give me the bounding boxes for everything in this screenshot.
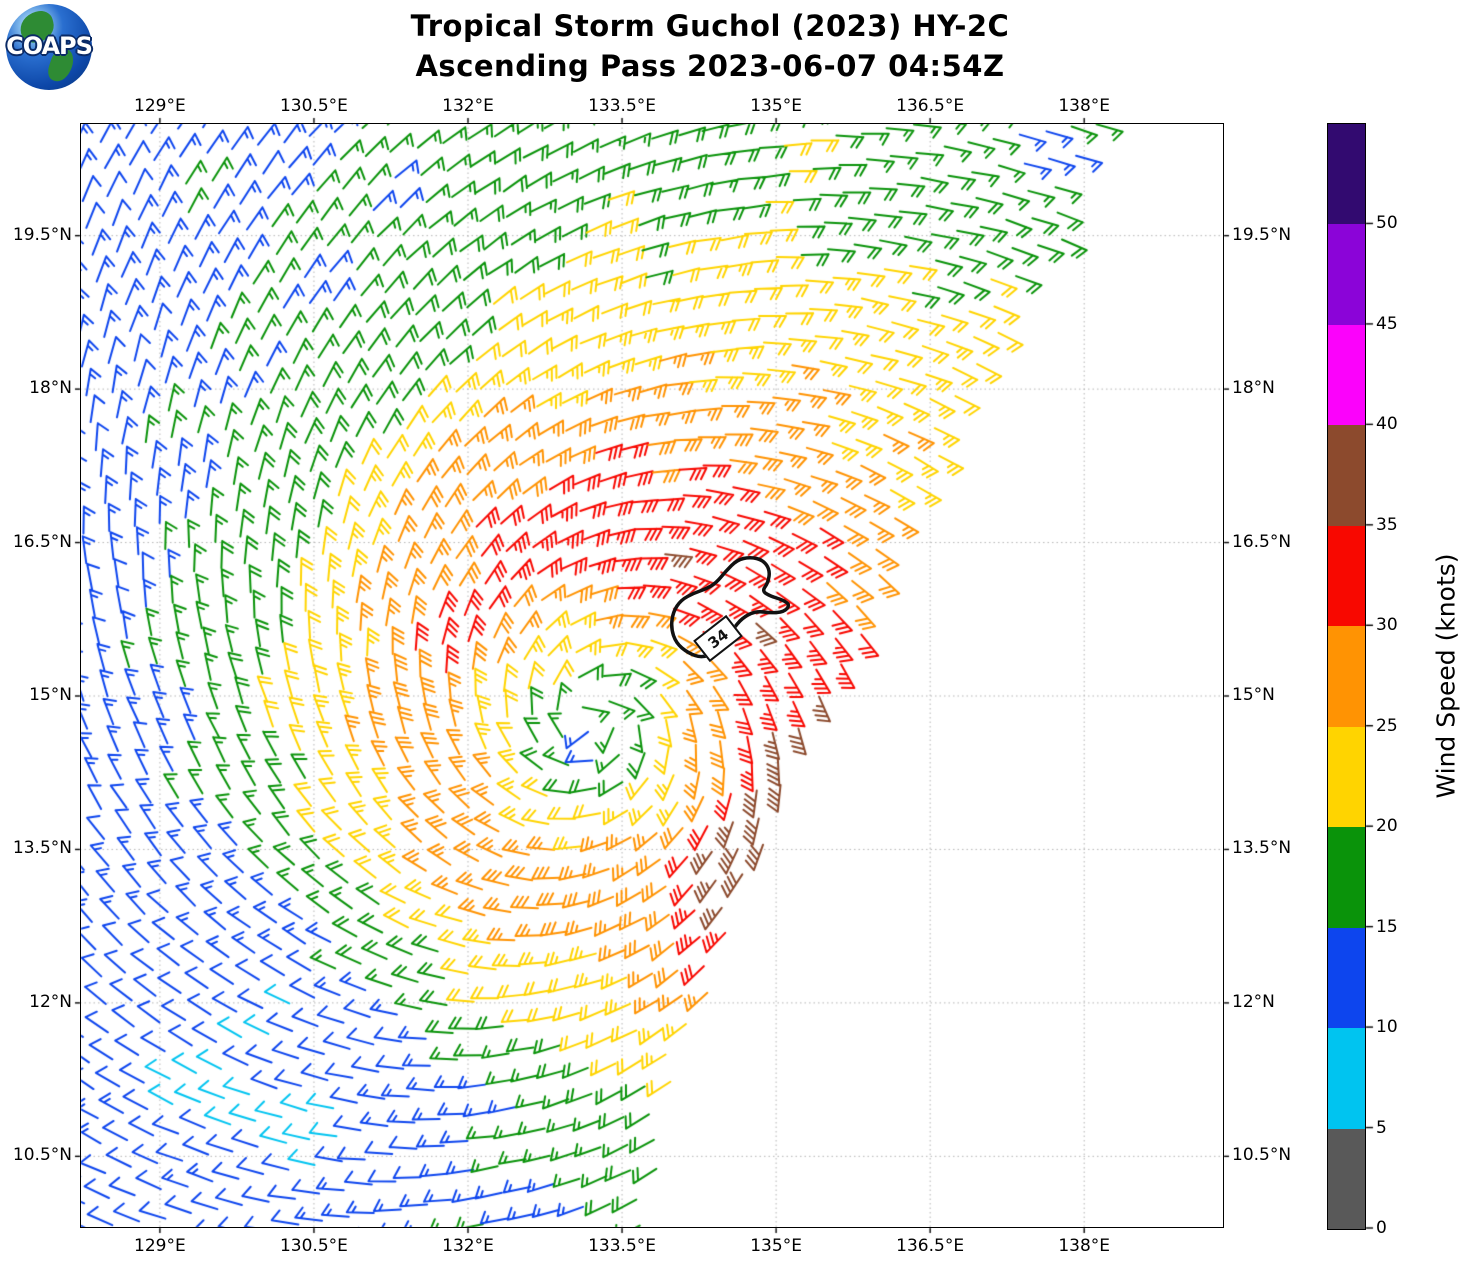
wind-speed-colorbar [1327, 123, 1366, 1230]
globe-icon [6, 4, 92, 90]
x-tick-label-bottom: 132°E [442, 1236, 494, 1256]
colorbar-bin-0-5 [1328, 1128, 1365, 1229]
colorbar-tick-label: 45 [1376, 313, 1398, 334]
x-tick-label-top: 130.5°E [279, 96, 348, 116]
colorbar-bin-25-30 [1328, 626, 1365, 727]
x-tick-label-bottom: 136.5°E [896, 1236, 965, 1256]
y-tick-label-right: 19.5°N [1232, 224, 1292, 245]
title-line-1: Tropical Storm Guchol (2023) HY-2C [410, 9, 1010, 43]
colorbar-bin-35-40 [1328, 425, 1365, 526]
x-tick-label-top: 129°E [134, 96, 186, 116]
coaps-logo-text: COAPS [6, 32, 93, 60]
colorbar-tick-label: 40 [1376, 414, 1398, 435]
coaps-logo: COAPS [6, 4, 93, 90]
x-tick-label-top: 133.5°E [588, 96, 657, 116]
colorbar-bin-5-10 [1328, 1028, 1365, 1129]
colorbar-tick-label: 20 [1376, 816, 1398, 837]
x-tick-label-bottom: 135°E [750, 1236, 802, 1256]
colorbar-tick-label: 30 [1376, 615, 1398, 636]
y-tick-label-left: 12°N [29, 991, 72, 1012]
colorbar-bin-30-35 [1328, 525, 1365, 627]
x-tick-label-bottom: 130.5°E [279, 1236, 348, 1256]
y-tick-label-right: 10.5°N [1232, 1145, 1292, 1166]
x-tick-label-top: 135°E [750, 96, 802, 116]
y-tick-label-left: 18°N [29, 378, 72, 399]
colorbar-tick-label: 25 [1376, 715, 1398, 736]
colorbar-bin-45-50 [1328, 224, 1365, 325]
y-tick-label-left: 13.5°N [12, 838, 72, 859]
colorbar-bin-20-25 [1328, 726, 1365, 828]
colorbar-bin-15-20 [1328, 827, 1365, 928]
chart-title: Tropical Storm Guchol (2023) HY-2C Ascen… [80, 6, 1340, 86]
colorbar-tick-label: 10 [1376, 1017, 1398, 1038]
x-tick-label-bottom: 138°E [1058, 1236, 1111, 1256]
y-tick-label-right: 13.5°N [1232, 838, 1292, 859]
y-tick-label-left: 10.5°N [12, 1145, 72, 1166]
y-tick-label-left: 19.5°N [12, 224, 72, 245]
colorbar-tick-label: 35 [1376, 514, 1398, 535]
colorbar-tick-label: 50 [1376, 213, 1398, 234]
x-tick-label-top: 136.5°E [896, 96, 965, 116]
y-tick-label-right: 12°N [1232, 991, 1275, 1012]
colorbar-tick-label: 15 [1376, 916, 1398, 937]
y-tick-label-right: 18°N [1232, 378, 1275, 399]
y-tick-label-left: 16.5°N [12, 531, 72, 552]
colorbar-bin-10-15 [1328, 927, 1365, 1029]
y-tick-label-right: 15°N [1232, 685, 1275, 705]
x-tick-label-bottom: 133.5°E [588, 1236, 657, 1256]
y-tick-label-right: 16.5°N [1232, 531, 1292, 552]
colorbar-title: Wind Speed (knots) [1431, 553, 1461, 799]
colorbar-bin-40-45 [1328, 324, 1365, 426]
x-tick-label-top: 132°E [442, 96, 494, 116]
colorbar-tick-label: 5 [1376, 1117, 1387, 1138]
colorbar-tick-label: 0 [1376, 1218, 1387, 1238]
x-tick-label-bottom: 129°E [134, 1236, 186, 1256]
colorbar-bin-50-55 [1328, 124, 1365, 225]
y-tick-label-left: 15°N [29, 685, 72, 705]
title-line-2: Ascending Pass 2023-06-07 04:54Z [415, 49, 1005, 83]
x-tick-label-top: 138°E [1058, 96, 1111, 116]
